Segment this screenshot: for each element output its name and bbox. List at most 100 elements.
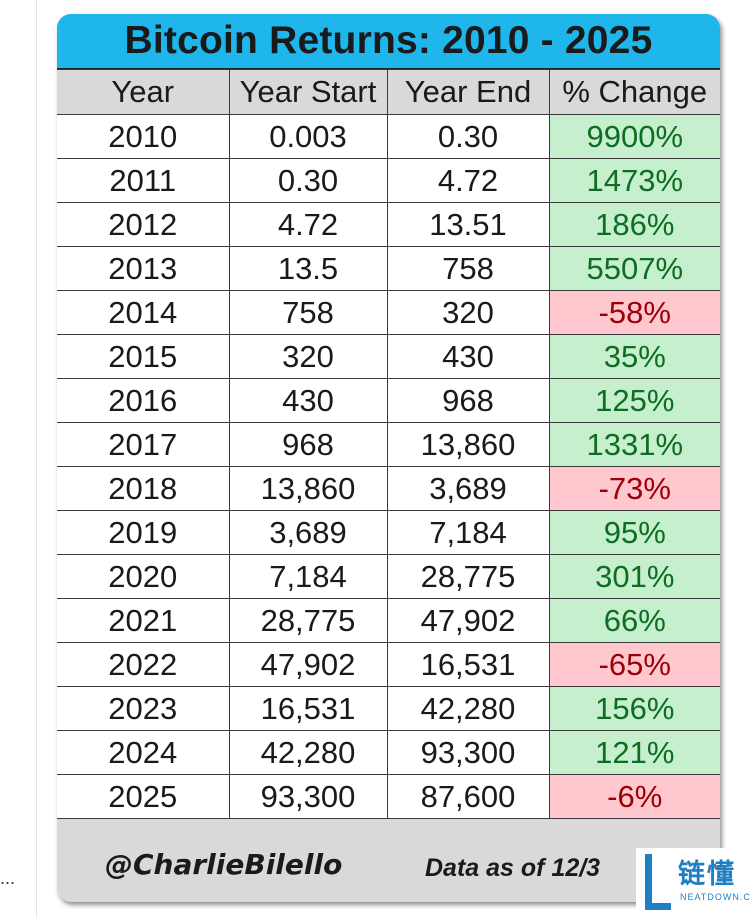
column-header-change: % Change (548, 69, 720, 115)
cell-year: 2018 (57, 466, 230, 511)
cell-year-start: 758 (228, 290, 388, 335)
cell-year-start: 4.72 (228, 202, 388, 247)
table-row: 2011 0.30 4.72 1473% (57, 158, 720, 203)
cell-year: 2024 (57, 730, 230, 775)
table-row: 2025 93,300 87,600 -6% (57, 774, 720, 819)
table-row: 2015 320 430 35% (57, 334, 720, 379)
table-row: 2010 0.003 0.30 9900% (57, 114, 720, 159)
cell-year: 2014 (57, 290, 230, 335)
author-handle: @CharlieBilello (105, 848, 343, 881)
cell-year-start: 28,775 (228, 598, 388, 643)
data-as-of: Data as of 12/3 (425, 854, 601, 882)
left-divider (36, 0, 37, 918)
cell-change: 66% (548, 598, 720, 643)
cell-year-end: 28,775 (386, 554, 550, 599)
cell-year-end: 42,280 (386, 686, 550, 731)
watermark: 链懂 NEATDOWN.COM (636, 848, 750, 918)
table-row: 2024 42,280 93,300 121% (57, 730, 720, 775)
cell-year: 2013 (57, 246, 230, 291)
cell-year: 2016 (57, 378, 230, 423)
cell-change: 121% (548, 730, 720, 775)
table-row: 2012 4.72 13.51 186% (57, 202, 720, 247)
cell-year-start: 13.5 (228, 246, 388, 291)
table-row: 2021 28,775 47,902 66% (57, 598, 720, 643)
cell-change: 5507% (548, 246, 720, 291)
table-row: 2013 13.5 758 5507% (57, 246, 720, 291)
cell-change: 35% (548, 334, 720, 379)
cell-year-end: 7,184 (386, 510, 550, 555)
cell-change: 1473% (548, 158, 720, 203)
cell-year-start: 968 (228, 422, 388, 467)
watermark-text: 链懂 (678, 859, 736, 890)
table-body: 2010 0.003 0.30 9900% 2011 0.30 4.72 1473% 2012 4… (57, 114, 720, 819)
cell-year: 2023 (57, 686, 230, 731)
table-row: 2016 430 968 125% (57, 378, 720, 423)
cell-year-end: 3,689 (386, 466, 550, 511)
footer: @CharlieBilello Data as of 12/3 (57, 834, 720, 902)
cell-change: -58% (548, 290, 720, 335)
cell-change: 1331% (548, 422, 720, 467)
table-row: 2019 3,689 7,184 95% (57, 510, 720, 555)
cell-year: 2019 (57, 510, 230, 555)
cell-year-start: 47,902 (228, 642, 388, 687)
cell-change: 95% (548, 510, 720, 555)
cell-year-start: 430 (228, 378, 388, 423)
table-row: 2020 7,184 28,775 301% (57, 554, 720, 599)
cell-year-start: 7,184 (228, 554, 388, 599)
cell-change: 186% (548, 202, 720, 247)
cell-year: 2012 (57, 202, 230, 247)
cell-year-end: 93,300 (386, 730, 550, 775)
table-row: 2018 13,860 3,689 -73% (57, 466, 720, 511)
cell-change: 9900% (548, 114, 720, 159)
cell-change: 156% (548, 686, 720, 731)
cell-year-end: 13,860 (386, 422, 550, 467)
table-title: Bitcoin Returns: 2010 - 2025 (124, 19, 653, 62)
overflow-marker: ... (0, 868, 16, 888)
cell-change: -6% (548, 774, 720, 819)
cell-year: 2011 (57, 158, 230, 203)
cell-year-start: 0.30 (228, 158, 388, 203)
column-header-year-start: Year Start (228, 69, 388, 115)
watermark-subtext: NEATDOWN.COM (680, 892, 750, 902)
cell-year-end: 0.30 (386, 114, 550, 159)
cell-year-start: 320 (228, 334, 388, 379)
cell-year: 2020 (57, 554, 230, 599)
cell-change: 125% (548, 378, 720, 423)
cell-year-end: 16,531 (386, 642, 550, 687)
table-row: 2023 16,531 42,280 156% (57, 686, 720, 731)
cell-year-end: 4.72 (386, 158, 550, 203)
cell-year: 2010 (57, 114, 230, 159)
cell-year-end: 758 (386, 246, 550, 291)
cell-change: -73% (548, 466, 720, 511)
column-header-year-end: Year End (386, 69, 550, 115)
cell-year-end: 87,600 (386, 774, 550, 819)
returns-table: Year Year Start Year End % Change 2010 0.… (57, 69, 720, 819)
cell-year-start: 3,689 (228, 510, 388, 555)
table-row: 2022 47,902 16,531 -65% (57, 642, 720, 687)
watermark-logo-icon (645, 854, 671, 910)
title-bar: Bitcoin Returns: 2010 - 2025 (57, 14, 720, 69)
cell-year: 2022 (57, 642, 230, 687)
cell-year-end: 968 (386, 378, 550, 423)
header-row: Year Year Start Year End % Change (57, 69, 720, 115)
cell-change: -65% (548, 642, 720, 687)
cell-year-end: 47,902 (386, 598, 550, 643)
cell-year-end: 430 (386, 334, 550, 379)
cell-year-end: 320 (386, 290, 550, 335)
column-header-year: Year (57, 69, 230, 115)
cell-year-start: 13,860 (228, 466, 388, 511)
cell-year: 2025 (57, 774, 230, 819)
cell-year-start: 42,280 (228, 730, 388, 775)
cell-change: 301% (548, 554, 720, 599)
table-row: 2014 758 320 -58% (57, 290, 720, 335)
cell-year: 2015 (57, 334, 230, 379)
returns-table-card: Bitcoin Returns: 2010 - 2025 Year Year S… (57, 14, 720, 902)
cell-year-start: 0.003 (228, 114, 388, 159)
cell-year-start: 93,300 (228, 774, 388, 819)
cell-year-start: 16,531 (228, 686, 388, 731)
cell-year: 2021 (57, 598, 230, 643)
table-row: 2017 968 13,860 1331% (57, 422, 720, 467)
cell-year: 2017 (57, 422, 230, 467)
cell-year-end: 13.51 (386, 202, 550, 247)
